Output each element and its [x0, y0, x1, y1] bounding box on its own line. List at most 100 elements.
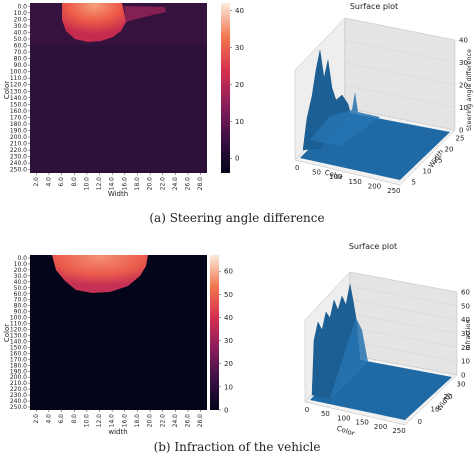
heatmap-a-y-tick-label: 30.0 [14, 23, 28, 30]
colorbar-b-tick-label: 50 [224, 291, 233, 299]
heatmap-a-y-tick-label: 210.0 [10, 141, 27, 148]
heatmap-b-y-tick-label: 80.0 [14, 303, 28, 310]
heatmap-b-x-tick-label: 2.0 [33, 414, 40, 424]
surface-b-y-tick-label: 20 [444, 393, 453, 401]
colorbar-a-ticks: 0 10 20 30 40 [230, 7, 244, 163]
heatmap-a-y-tick-label: 40.0 [14, 29, 28, 36]
heatmap-b-y-tick-label: 230.0 [10, 392, 27, 399]
heatmap-b-x-tick-label: 4.0 [45, 414, 52, 424]
heatmap-a-y-tick-label: 240.0 [10, 160, 27, 167]
heatmap-b-x-tick-label: 28.0 [197, 414, 204, 428]
heatmap-a-y-ticks: 0.010.020.030.040.050.060.070.080.090.01… [10, 3, 30, 174]
surface-a-z-tick-label: 0 [459, 127, 463, 135]
surface-b-z-tick-label: 10 [461, 358, 470, 366]
surface-b-z-gridline [349, 340, 458, 362]
heatmap-a-y-tick-label: 10.0 [14, 10, 28, 17]
surface-b-x-tick-label: 100 [337, 414, 350, 422]
surface-a-x-tick-label: 50 [312, 169, 321, 177]
heatmap-b-y-tick-label: 40.0 [14, 279, 28, 286]
heatmap-b-y-tick-label: 110.0 [10, 321, 27, 328]
heatmap-b-x-tick-label: 6.0 [58, 414, 65, 424]
surface-a-x-tick-label: 100 [329, 173, 342, 181]
heatmap-b-x-tick-label: 26.0 [185, 414, 192, 428]
surface-b-x-tick-label: 50 [321, 410, 330, 418]
colorbar-a: 0 10 20 30 40 [221, 3, 244, 173]
caption-b: (b) Infraction of the vehicle [154, 440, 321, 454]
surface-a-x-tick-label: 0 [295, 164, 299, 172]
heatmap-b-y-tick-label: 20.0 [14, 267, 28, 274]
surface-a-z-gridline [344, 85, 456, 108]
surface-b-z-tick-label: 30 [461, 330, 470, 338]
heatmap-b-y-tick-label: 190.0 [10, 368, 27, 375]
surface-a-z-gridline [344, 17, 456, 41]
surface-a-x-tick-label: 200 [368, 182, 381, 190]
heatmap-a-x-tick-label: 4.0 [45, 177, 52, 187]
heatmap-b-y-tick-label: 90.0 [14, 309, 28, 316]
colorbar-a-tick-label: 10 [235, 118, 244, 126]
colorbar-a-tick-label: 30 [235, 44, 244, 52]
heatmap-a-xlabel: Width [108, 190, 128, 198]
surface-a-x-tick-label: 250 [387, 187, 400, 195]
heatmap-a-x-tick-label: 26.0 [185, 177, 192, 191]
heatmap-a-y-tick-label: 120.0 [10, 82, 27, 89]
colorbar-b-ticks: 0 10 20 30 40 50 60 [219, 268, 233, 415]
surface-b-slope [330, 318, 368, 398]
surface-a-y-tick-label: 10 [423, 168, 432, 176]
heatmap-b-hot-region [52, 255, 148, 293]
surface-b-x-tick-label: 150 [356, 419, 369, 427]
surface-b-z-gridline [349, 285, 458, 307]
heatmap-a-x-tick-label: 28.0 [197, 177, 204, 191]
heatmap-b-y-tick-label: 30.0 [14, 273, 28, 280]
heatmap-a-y-tick-label: 250.0 [10, 167, 27, 174]
heatmap-b-y-tick-label: 210.0 [10, 380, 27, 387]
heatmap-a-y-tick-label: 180.0 [10, 121, 27, 128]
heatmap-a-x-tick-label: 14.0 [109, 177, 116, 191]
heatmap-b-y-tick-label: 50.0 [14, 285, 28, 292]
heatmap-b-y-tick-label: 0.0 [17, 255, 27, 262]
heatmap-b-y-tick-label: 160.0 [10, 350, 27, 357]
heatmap-b-ylabel: Color [3, 324, 11, 342]
surface-b-y-tick-label: 30 [457, 380, 466, 388]
heatmap-a-y-tick-label: 80.0 [14, 56, 28, 63]
heatmap-b-y-tick-label: 150.0 [10, 344, 27, 351]
heatmap-b-y-tick-label: 170.0 [10, 356, 27, 363]
heatmap-a-x-tick-label: 10.0 [83, 177, 90, 191]
surface-a-z-gridline [344, 40, 456, 63]
surface-a-title: Surface plot [350, 2, 398, 11]
surface-b-z-gridline [349, 271, 458, 293]
heatmap-a-y-tick-label: 130.0 [10, 88, 27, 95]
heatmap-a: 2.0 4.0 6.0 8.0 10.0 12.0 14.0 16.0 18.0 20.0 22.0… [3, 3, 207, 198]
heatmap-b-x-tick-label: 16.0 [121, 414, 128, 428]
heatmap-b-y-tick-label: 220.0 [10, 386, 27, 393]
surface-b-z-tick-label: 50 [461, 302, 470, 310]
heatmap-a-y-tick-label: 220.0 [10, 147, 27, 154]
surface-b-z-gridline [349, 313, 458, 334]
heatmap-b-x-tick-label: 14.0 [109, 414, 116, 428]
surface-a-zlabel: Steering angle difference [465, 49, 473, 131]
surface-a-z-tick-label: 10 [459, 104, 468, 112]
heatmap-b-y-ticks: 0.010.020.030.040.050.060.070.080.090.01… [10, 255, 30, 411]
surface-a-z-tick-label: 20 [459, 82, 468, 90]
heatmap-a-x-ticks: 2.0 4.0 6.0 8.0 10.0 12.0 14.0 16.0 18.0 20.0 22.0… [33, 173, 204, 190]
colorbar-b: 0 10 20 30 40 50 60 [210, 255, 233, 415]
surface-b-x-tick-label: 200 [374, 423, 387, 431]
colorbar-b-tick-label: 60 [224, 268, 233, 276]
heatmap-b-y-tick-label: 250.0 [10, 404, 27, 411]
surface-b-zlabel: Infraction [464, 319, 472, 350]
heatmap-a-ylabel: Color [3, 81, 11, 99]
caption-a: (a) Steering angle difference [149, 211, 324, 225]
colorbar-a-tick-label: 40 [235, 7, 244, 15]
heatmap-b-y-tick-label: 180.0 [10, 362, 27, 369]
surface-a-x-tick-label: 150 [348, 178, 361, 186]
heatmap-a-x-tick-label: 2.0 [33, 177, 40, 187]
heatmap-a-x-tick-label: 22.0 [159, 177, 166, 191]
heatmap-a-y-tick-label: 230.0 [10, 154, 27, 161]
surface-a-plateau-ridge [310, 92, 380, 146]
colorbar-b-tick-label: 10 [224, 383, 233, 391]
surface-a: Surface plot 050100150200250510152025010… [294, 2, 473, 196]
heatmap-b-x-tick-label: 12.0 [96, 414, 103, 428]
surface-a-y-tick-label: 5 [412, 179, 416, 187]
heatmap-b-x-tick-label: 10.0 [83, 414, 90, 428]
surface-b-xlabel: Color [336, 424, 356, 437]
